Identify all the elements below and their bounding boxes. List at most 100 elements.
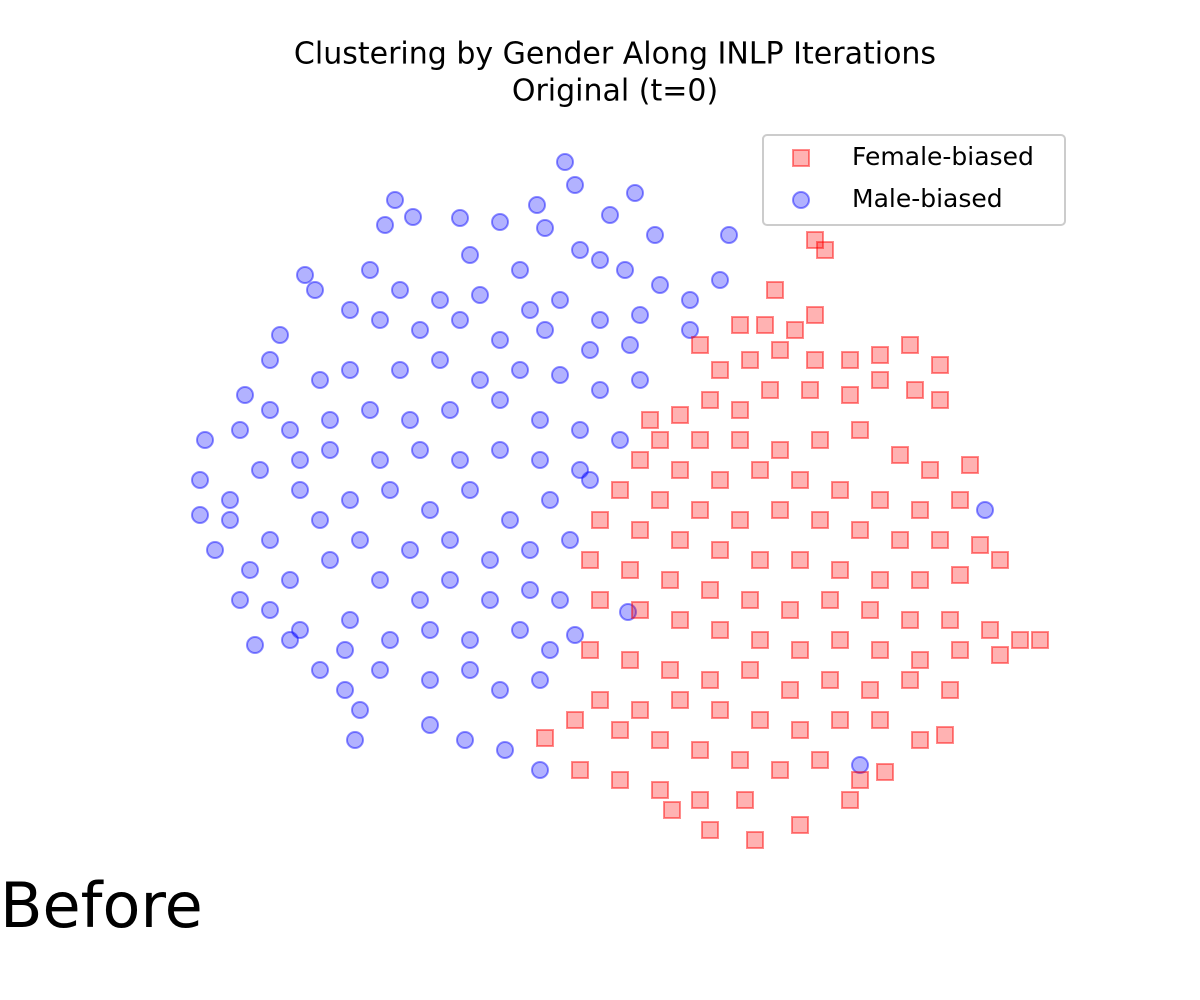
circle-point [976,501,994,519]
square-point [911,731,929,749]
square-point [951,491,969,509]
square-point [751,631,769,649]
square-point [711,361,729,379]
circle-point [321,551,339,569]
circle-point [461,631,479,649]
circle-point [341,491,359,509]
square-point [1031,631,1049,649]
square-point [691,431,709,449]
circle-point [711,271,729,289]
circle-point [431,291,449,309]
circle-point [631,371,649,389]
square-point [861,601,879,619]
circle-point [531,451,549,469]
square-point [631,601,649,619]
square-point [671,461,689,479]
square-point [651,731,669,749]
circle-point [336,641,354,659]
circle-point [206,541,224,559]
square-point [671,531,689,549]
circle-point [441,531,459,549]
square-point [901,336,919,354]
circle-point [651,276,669,294]
circle-point [591,311,609,329]
square-point [631,701,649,719]
circle-point [376,216,394,234]
square-point [701,391,719,409]
circle-point [271,326,289,344]
circle-point [601,206,619,224]
square-point [791,551,809,569]
square-point [911,501,929,519]
circle-point [456,731,474,749]
circle-point [481,551,499,569]
square-point [811,751,829,769]
circle-point [521,301,539,319]
square-point [901,611,919,629]
circle-point [321,411,339,429]
square-point [651,431,669,449]
square-point [591,591,609,609]
square-point [566,711,584,729]
circle-point [221,511,239,529]
square-point [991,646,1009,664]
square-point [841,351,859,369]
circle-point [528,196,546,214]
square-point [1011,631,1029,649]
circle-point [451,209,469,227]
circle-point [421,716,439,734]
circle-point [591,251,609,269]
circle-point [626,184,644,202]
square-point [671,611,689,629]
circle-point [461,246,479,264]
square-point [663,801,681,819]
circle-point [391,281,409,299]
circle-point [461,661,479,679]
square-point [671,406,689,424]
circle-point [341,301,359,319]
circle-point [351,531,369,549]
circle-point [401,541,419,559]
square-point [871,346,889,364]
circle-point [306,281,324,299]
square-point [711,471,729,489]
circle-point [681,291,699,309]
chart-title: Clustering by Gender Along INLP Iteratio… [294,37,936,72]
square-point [771,761,789,779]
circle-point [471,286,489,304]
circle-point [336,681,354,699]
circle-point [621,336,639,354]
legend-marker [792,149,810,167]
circle-point [531,411,549,429]
circle-point [501,511,519,529]
circle-point [231,591,249,609]
square-point [581,641,599,659]
square-point [806,231,824,249]
circle-point [421,671,439,689]
circle-point [411,441,429,459]
circle-point [561,531,579,549]
legend-label: Male-biased [852,184,1003,213]
circle-point [720,226,738,244]
circle-point [581,341,599,359]
square-point [821,591,839,609]
square-point [581,551,599,569]
square-point [661,571,679,589]
square-point [951,566,969,584]
circle-point [441,571,459,589]
square-point [771,441,789,459]
square-point [731,511,749,529]
square-point [906,381,924,399]
square-point [611,481,629,499]
circle-point [191,471,209,489]
square-point [641,411,659,429]
circle-point [611,431,629,449]
square-point [801,381,819,399]
circle-point [681,321,699,339]
circle-point [371,311,389,329]
circle-point [536,219,554,237]
square-point [701,821,719,839]
square-point [961,456,979,474]
circle-point [471,371,489,389]
square-point [611,771,629,789]
